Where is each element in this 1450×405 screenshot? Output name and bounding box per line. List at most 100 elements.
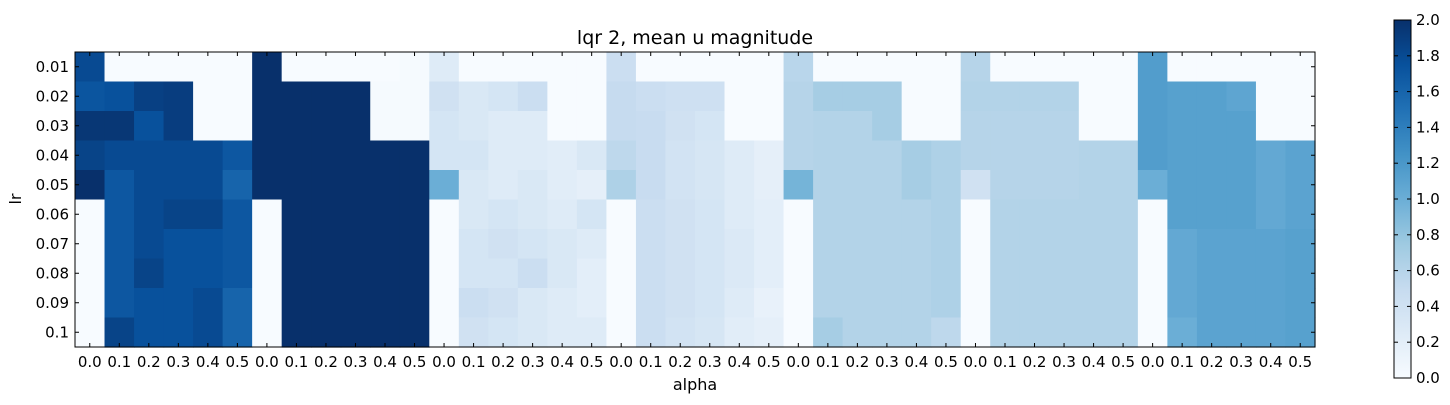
heatmap-cell — [222, 229, 253, 260]
heatmap-cell — [193, 317, 224, 348]
heatmap-cell — [75, 170, 106, 201]
heatmap-cell — [783, 288, 814, 319]
heatmap-cell — [754, 81, 785, 112]
heatmap-cell — [1196, 52, 1228, 83]
heatmap-cell — [635, 317, 667, 348]
heatmap-cell — [724, 81, 755, 112]
heatmap-cell — [1255, 258, 1287, 289]
heatmap-cell — [783, 81, 814, 112]
heatmap-cell — [1137, 52, 1168, 83]
heatmap-cell — [606, 170, 637, 201]
colorbar-tick-label: 1.4 — [1416, 118, 1440, 136]
heatmap-cell — [1255, 199, 1287, 230]
x-tick-label: 0.5 — [934, 353, 958, 371]
heatmap-cell — [281, 140, 312, 171]
heatmap-cell — [340, 81, 371, 112]
heatmap-cell — [163, 52, 194, 83]
heatmap-cell — [1255, 229, 1287, 260]
heatmap-cell — [990, 170, 1021, 201]
heatmap-cell — [1049, 258, 1080, 289]
heatmap-cell — [399, 288, 430, 319]
axis-ticks — [75, 52, 1315, 347]
x-tick-label: 0.3 — [1052, 353, 1076, 371]
heatmap-cell — [1167, 52, 1198, 83]
heatmap-cell — [1137, 140, 1168, 171]
heatmap-cell — [606, 199, 637, 230]
heatmap-cell — [724, 258, 755, 289]
colorbar-tick-label: 0.2 — [1416, 333, 1440, 351]
heatmap-cell — [429, 229, 460, 260]
heatmap-cell — [695, 111, 726, 142]
heatmap-cell — [695, 170, 726, 201]
heatmap-cell — [517, 52, 548, 83]
heatmap-cell — [429, 52, 460, 83]
heatmap-cell — [134, 258, 165, 289]
heatmap-cell — [931, 229, 962, 260]
heatmap-cell — [1019, 111, 1050, 142]
heatmap-cell — [1137, 81, 1168, 112]
heatmap-cell — [370, 52, 401, 83]
heatmap-cell — [370, 140, 401, 171]
heatmap-cell — [931, 317, 962, 348]
x-tick-label: 0.2 — [491, 353, 515, 371]
heatmap-cell — [576, 140, 608, 171]
heatmap-cell — [163, 111, 194, 142]
heatmap-cell — [665, 52, 696, 83]
heatmap-cell — [399, 170, 430, 201]
heatmap-cell — [488, 170, 519, 201]
heatmap-cell — [813, 258, 844, 289]
heatmap-cell — [1285, 199, 1316, 230]
heatmap-cell — [960, 258, 991, 289]
heatmap-cell — [75, 258, 106, 289]
heatmap-cell — [193, 52, 224, 83]
heatmap-cell — [163, 288, 194, 319]
heatmap-cell — [104, 81, 135, 112]
heatmap-cell — [606, 52, 637, 83]
heatmap-cell — [1226, 229, 1257, 260]
heatmap-cell — [842, 170, 873, 201]
heatmap-cell — [695, 317, 726, 348]
heatmap-cell — [340, 229, 371, 260]
heatmap-cell — [458, 81, 489, 112]
x-tick-label: 0.0 — [78, 353, 102, 371]
heatmap-cell — [990, 229, 1021, 260]
heatmap-cell — [1255, 111, 1287, 142]
heatmap-cell — [842, 52, 873, 83]
heatmap-cell — [340, 288, 371, 319]
heatmap-cell — [399, 140, 430, 171]
heatmap-cell — [813, 81, 844, 112]
heatmap-cell — [1019, 317, 1050, 348]
heatmap-cell — [1108, 52, 1139, 83]
heatmap-cell — [1019, 258, 1050, 289]
heatmap-cell — [576, 170, 608, 201]
x-tick-label: 0.2 — [1023, 353, 1047, 371]
heatmap-cell — [724, 170, 755, 201]
heatmap-cell — [576, 111, 608, 142]
chart-title: lqr 2, mean u magnitude — [577, 27, 813, 49]
heatmap-cell — [1226, 52, 1257, 83]
heatmap-cell — [1049, 111, 1080, 142]
heatmap-cell — [1255, 140, 1287, 171]
heatmap-cell — [931, 199, 962, 230]
heatmap-cell — [635, 199, 667, 230]
heatmap-cell — [370, 170, 401, 201]
heatmap-cell — [724, 199, 755, 230]
heatmap-cell — [842, 81, 873, 112]
heatmap-cell — [576, 288, 608, 319]
heatmap-cell — [724, 317, 755, 348]
heatmap-cell — [754, 288, 785, 319]
heatmap-cell — [1137, 229, 1168, 260]
heatmap-cell — [931, 170, 962, 201]
heatmap-cell — [576, 52, 608, 83]
heatmap-cell — [783, 258, 814, 289]
heatmap-cell — [281, 317, 312, 348]
heatmap-cell — [1019, 140, 1050, 171]
heatmap-cell — [163, 229, 194, 260]
heatmap-cell — [1019, 288, 1050, 319]
heatmap-cell — [1285, 111, 1316, 142]
colorbar-tick-label: 0.4 — [1416, 297, 1440, 315]
heatmap-cell — [163, 140, 194, 171]
heatmap-cell — [931, 288, 962, 319]
heatmap-cell — [901, 199, 932, 230]
x-tick-label: 0.5 — [580, 353, 604, 371]
